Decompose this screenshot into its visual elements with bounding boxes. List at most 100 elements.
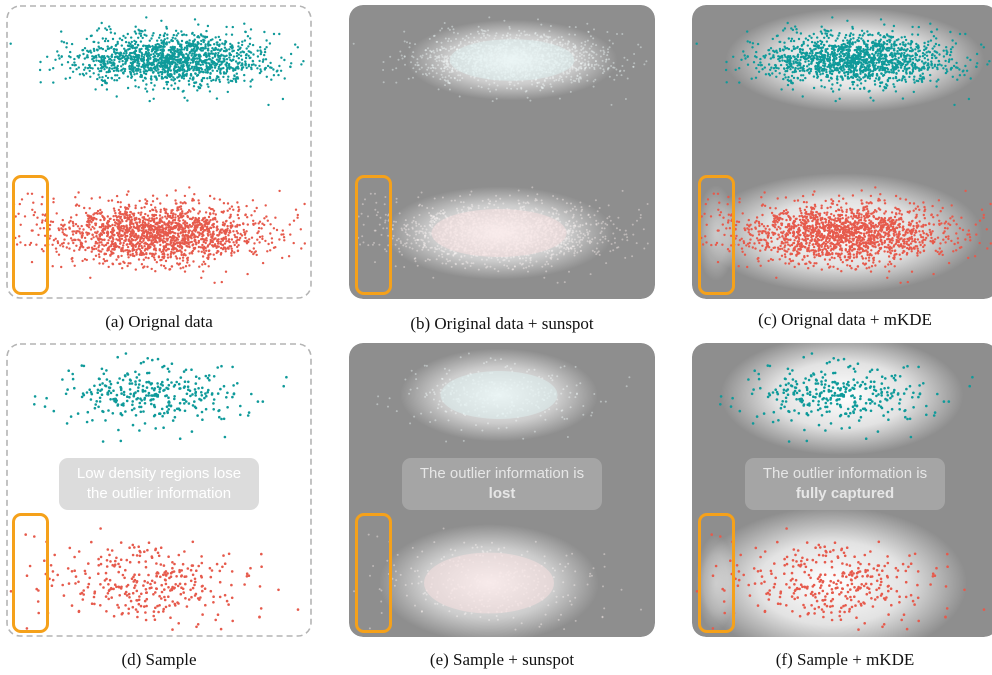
data-point xyxy=(289,52,293,56)
data-point xyxy=(18,235,21,238)
data-point xyxy=(142,258,145,261)
data-point xyxy=(93,49,96,53)
data-point xyxy=(169,252,173,256)
data-point xyxy=(237,217,240,220)
data-point xyxy=(124,210,127,213)
data-point xyxy=(163,65,166,68)
data-point xyxy=(144,87,147,90)
data-point xyxy=(217,65,221,69)
data-point xyxy=(41,213,44,216)
data-point xyxy=(208,194,212,198)
data-point xyxy=(265,39,268,42)
data-point xyxy=(104,27,107,30)
data-point xyxy=(148,99,151,103)
data-point xyxy=(216,239,219,243)
data-point xyxy=(267,242,270,246)
data-point xyxy=(98,262,101,265)
data-point xyxy=(58,57,61,60)
data-point xyxy=(122,52,126,55)
data-point xyxy=(243,73,246,77)
data-point xyxy=(105,81,108,85)
data-point xyxy=(164,259,168,263)
data-point xyxy=(178,79,181,83)
data-point xyxy=(54,58,57,61)
data-point xyxy=(206,221,210,225)
data-point xyxy=(181,202,184,205)
data-point xyxy=(142,79,145,82)
data-point xyxy=(151,47,155,50)
data-point xyxy=(256,67,259,70)
data-point xyxy=(201,226,204,229)
data-point xyxy=(187,54,190,57)
data-point xyxy=(113,248,116,251)
data-point xyxy=(198,210,201,213)
data-point xyxy=(153,237,157,240)
data-point xyxy=(266,64,270,68)
data-point xyxy=(283,58,286,62)
data-point xyxy=(169,231,172,235)
data-point xyxy=(592,85,595,88)
data-point xyxy=(226,209,229,212)
data-point xyxy=(68,76,72,80)
data-point xyxy=(155,210,158,213)
data-point xyxy=(147,51,150,54)
data-point xyxy=(127,256,130,259)
data-point xyxy=(96,230,99,233)
data-point xyxy=(287,255,291,258)
data-point xyxy=(176,76,179,79)
data-point xyxy=(130,241,133,245)
data-point xyxy=(193,81,196,84)
data-point xyxy=(244,30,247,33)
data-point xyxy=(117,215,121,218)
data-point xyxy=(233,251,236,254)
data-point xyxy=(110,61,113,65)
data-point xyxy=(221,223,225,227)
data-point xyxy=(155,49,158,53)
data-point xyxy=(118,262,121,266)
data-point xyxy=(399,50,402,53)
data-point xyxy=(134,42,137,46)
data-point xyxy=(64,77,67,80)
data-point xyxy=(144,256,148,259)
data-point xyxy=(98,196,102,199)
data-point xyxy=(31,229,34,232)
data-point xyxy=(121,63,125,66)
data-point xyxy=(150,37,153,40)
data-point xyxy=(205,66,208,70)
data-point xyxy=(221,61,224,64)
data-point xyxy=(127,41,131,44)
data-point xyxy=(109,217,112,220)
data-point xyxy=(226,227,229,230)
data-point xyxy=(260,227,263,230)
data-point xyxy=(97,67,100,70)
data-point xyxy=(192,69,195,72)
data-point xyxy=(613,78,616,81)
data-point xyxy=(162,237,165,240)
data-point xyxy=(165,25,168,29)
data-point xyxy=(180,58,183,62)
data-point xyxy=(71,70,75,74)
data-point xyxy=(574,26,577,29)
data-point xyxy=(243,79,246,83)
data-point xyxy=(247,50,250,53)
data-point xyxy=(157,68,160,71)
data-point xyxy=(100,69,103,73)
data-point xyxy=(97,239,100,242)
data-point xyxy=(192,260,195,263)
data-point xyxy=(145,252,148,255)
data-point xyxy=(29,241,33,245)
data-point xyxy=(68,221,71,224)
data-point xyxy=(177,53,180,56)
data-point xyxy=(143,206,146,209)
data-point xyxy=(131,69,135,73)
data-point xyxy=(115,238,118,241)
data-point xyxy=(202,40,205,44)
data-point xyxy=(98,212,102,215)
data-point xyxy=(42,250,45,253)
data-point xyxy=(111,236,114,239)
data-point xyxy=(168,226,171,229)
data-point xyxy=(179,212,182,215)
data-point xyxy=(228,48,231,51)
data-point xyxy=(160,258,163,262)
data-point xyxy=(158,74,161,77)
